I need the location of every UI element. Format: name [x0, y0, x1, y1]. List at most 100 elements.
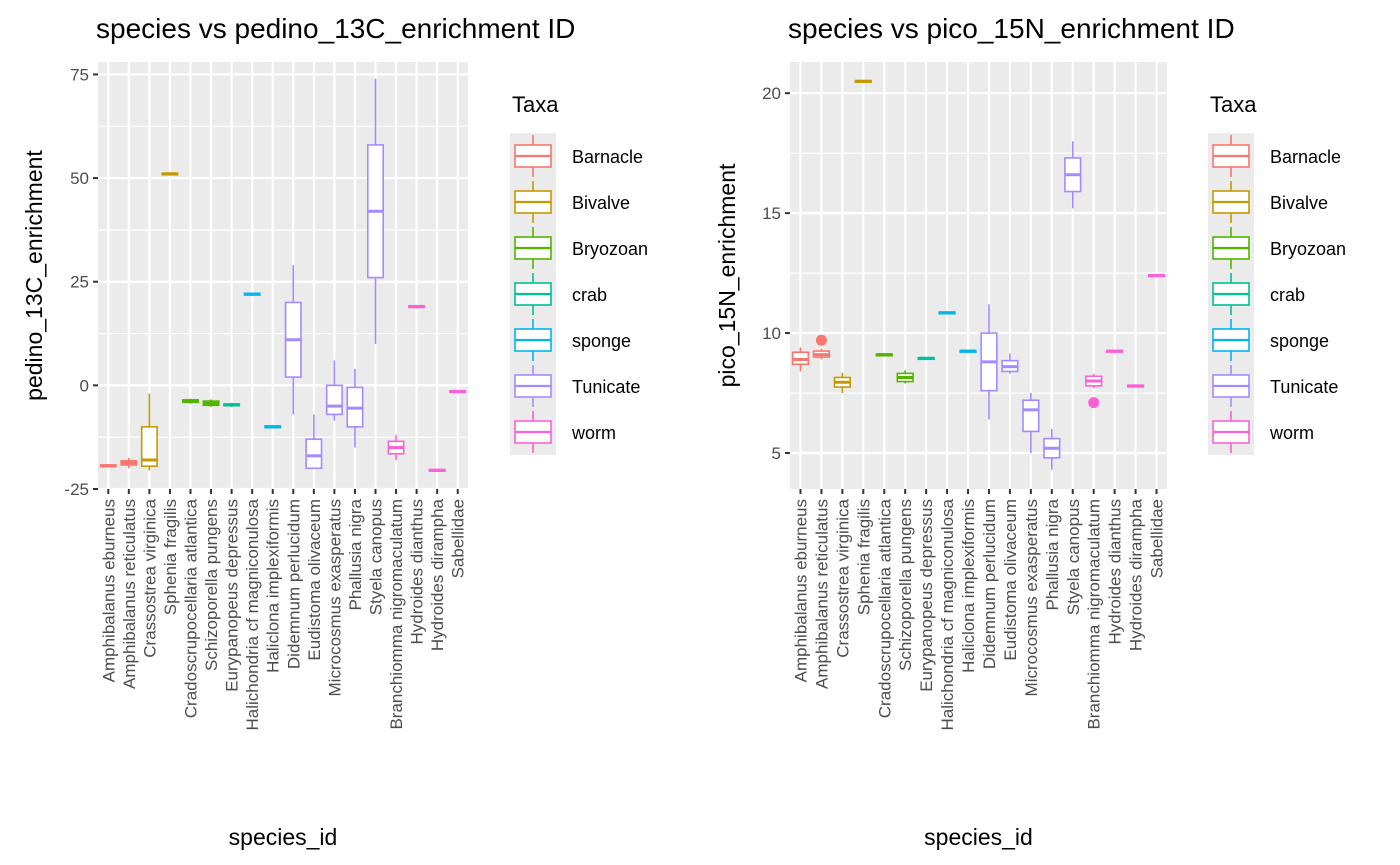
chart-pico: species vs pico_15N_enrichment ID 5 10 15 20… [714, 13, 1346, 850]
x-tick-label: Didemnum perlucidum [980, 499, 999, 669]
y-tick-label: -25 [64, 480, 89, 499]
x-tick-label: Sphenia fragilis [854, 499, 873, 615]
box-16 [408, 304, 426, 309]
box-8 [243, 292, 261, 296]
box-9 [959, 349, 977, 353]
box-2 [120, 457, 138, 469]
x-tick-label: Amphibalanus eburneus [99, 499, 118, 682]
x-axis-title: species_id [924, 824, 1033, 850]
panel-background [98, 62, 468, 489]
x-tick-label: Phallusia nigra [346, 498, 365, 610]
x-tick-label: Crassostrea virginica [833, 498, 852, 657]
x-tick-label: Haliclona implexiformis [959, 499, 978, 673]
box-18 [449, 389, 467, 394]
box-11 [305, 414, 323, 470]
box-9 [264, 425, 282, 429]
legend-item-bryozoan: Bryozoan [510, 225, 648, 271]
box-18 [1147, 274, 1166, 278]
outlier-point [1088, 397, 1100, 409]
legend-label: Bryozoan [572, 239, 648, 259]
x-tick-label: Cradoscrupocellaria atlantica [182, 498, 201, 718]
box-12 [1022, 393, 1040, 454]
x-tick-label: Eudistoma olivaceum [305, 499, 324, 661]
x-tick-label: Hydroides dirampha [1127, 498, 1146, 651]
box-3 [140, 393, 158, 471]
legend-label: sponge [572, 331, 631, 351]
legend: Taxa Barnacle Bivalve Bryozoan crab sponge Tun… [510, 92, 648, 455]
x-tick-label: Phallusia nigra [1043, 498, 1062, 610]
box-iqr [325, 384, 343, 416]
chart-pedino: species vs pedino_13C_enrichment ID -25 0 2… [21, 13, 648, 850]
x-tick-label: Cradoscrupocellaria atlantica [875, 498, 894, 718]
x-tick-label: Amphibalanus eburneus [791, 499, 810, 682]
x-tick-label: Halichondria cf magniconulosa [938, 498, 957, 730]
legend: Taxa Barnacle Bivalve Bryozoan crab sponge Tun… [1208, 92, 1346, 455]
box-13 [1043, 429, 1061, 470]
x-tick-label: Microcosmus exasperatus [1022, 499, 1041, 696]
x-tick-label: Crassostrea virginica [140, 498, 159, 657]
legend-item-sponge: sponge [1208, 317, 1329, 363]
box-17 [1126, 384, 1145, 388]
outlier-point [815, 334, 827, 346]
legend-label: worm [1269, 423, 1314, 443]
legend-item-crab: crab [1208, 271, 1305, 317]
box-8 [938, 311, 956, 315]
legend-title: Taxa [1210, 92, 1257, 117]
legend-label: Barnacle [1270, 147, 1341, 167]
legend-item-bivalve: Bivalve [510, 179, 630, 225]
legend-label: Tunicate [572, 377, 640, 397]
y-tick-label: 50 [70, 169, 89, 188]
x-tick-label: Sabellidae [1148, 499, 1167, 578]
x-tick-label: Microcosmus exasperatus [325, 499, 344, 696]
y-tick-label: 10 [762, 324, 781, 343]
box-iqr [305, 438, 323, 470]
legend-label: Barnacle [572, 147, 643, 167]
legend-label: worm [571, 423, 616, 443]
box-6 [202, 399, 220, 407]
box-4 [854, 79, 872, 84]
legend-title: Taxa [512, 92, 559, 117]
x-tick-label: Amphibalanus reticulatus [120, 499, 139, 689]
box-11 [1001, 353, 1019, 374]
box-15 [387, 435, 405, 460]
legend-item-tunicate: Tunicate [510, 363, 640, 409]
box-7 [223, 402, 241, 407]
x-tick-label: Styela canopus [1064, 499, 1083, 615]
x-tick-label: Eurypanopeus depressus [223, 499, 242, 692]
x-tick-label: Eurypanopeus depressus [917, 499, 936, 692]
y-tick-label: 15 [762, 204, 781, 223]
x-axis-title: species_id [229, 824, 338, 850]
box-2 [812, 334, 831, 360]
y-axis-title: pico_15N_enrichment [714, 163, 740, 387]
box-13 [346, 368, 364, 448]
legend-item-bivalve: Bivalve [1208, 179, 1328, 225]
box-iqr [140, 426, 158, 467]
legend-item-barnacle: Barnacle [1208, 133, 1341, 179]
chart-title: species vs pico_15N_enrichment ID [788, 13, 1235, 44]
box-14 [1064, 141, 1082, 209]
box-7 [917, 356, 935, 361]
x-tick-label: Schizoporella pungens [202, 499, 221, 671]
x-tick-label: Hydroides dianthus [1106, 499, 1125, 645]
box-5 [181, 398, 200, 404]
y-tick-label: 25 [70, 273, 89, 292]
legend-item-worm: worm [1208, 409, 1314, 455]
legend-item-tunicate: Tunicate [1208, 363, 1338, 409]
x-tick-label: Hydroides dianthus [408, 499, 427, 645]
x-tick-label: Branchiomma nigromaculatum [387, 499, 406, 730]
box-14 [366, 78, 385, 344]
legend-item-crab: crab [510, 271, 607, 317]
legend-label: Bryozoan [1270, 239, 1346, 259]
x-tick-label: Styela canopus [367, 499, 386, 615]
box-10 [980, 304, 998, 420]
panel-background [790, 62, 1167, 489]
box-4 [161, 172, 179, 176]
box-1 [791, 347, 810, 372]
x-tick-label: Hydroides dirampha [428, 498, 447, 651]
box-iqr [1022, 399, 1040, 433]
legend-item-sponge: sponge [510, 317, 631, 363]
legend-label: Bivalve [1270, 193, 1328, 213]
legend-item-barnacle: Barnacle [510, 133, 643, 179]
x-tick-label: Branchiomma nigromaculatum [1085, 499, 1104, 730]
